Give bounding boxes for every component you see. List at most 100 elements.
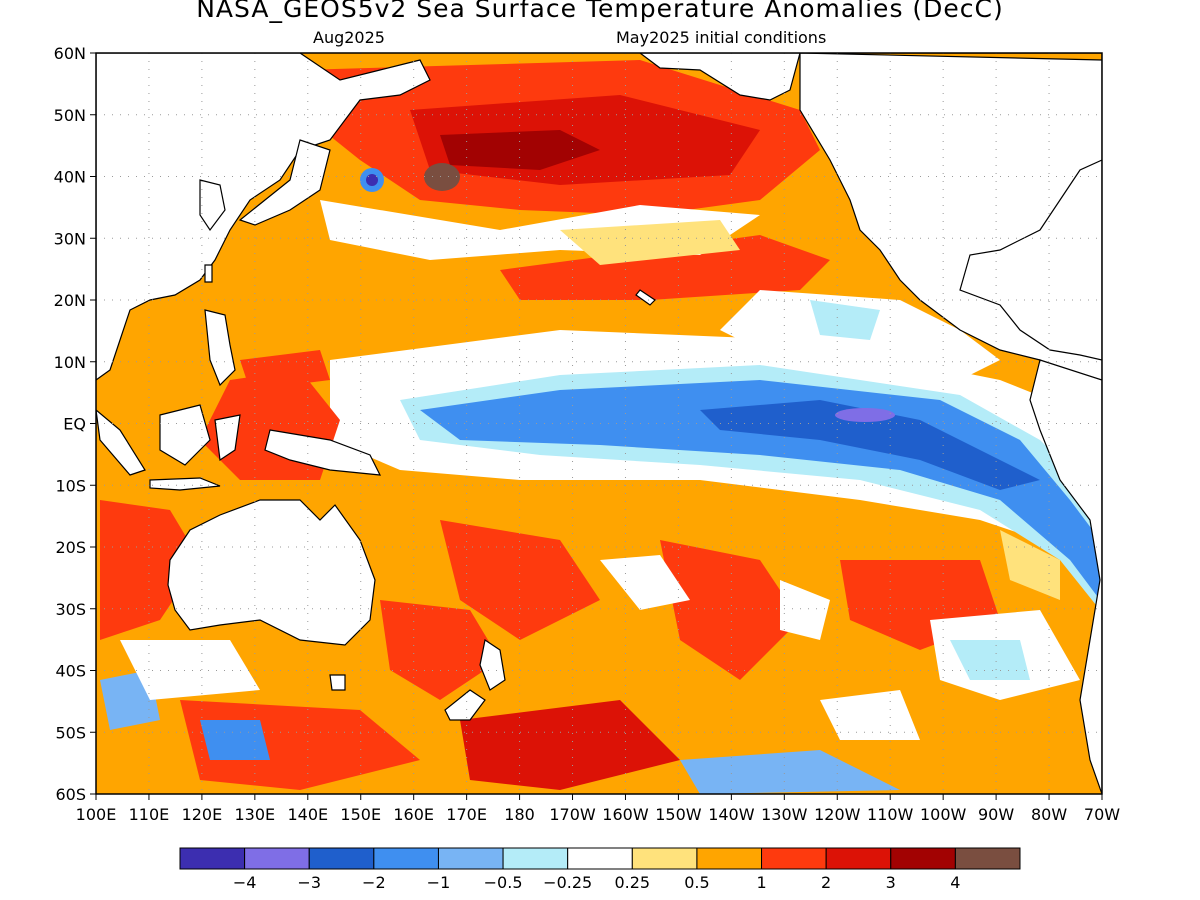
sumatra-land — [96, 409, 146, 476]
longitude-axis: 100E 110E 120E 130E 140E 150E 160E 170E 180 170W 1… — [76, 794, 1120, 824]
southeast-pacific-yellow — [1000, 530, 1060, 600]
latitude-tick-label: 40S — [55, 662, 86, 681]
legend-label: −0.5 — [484, 873, 523, 892]
legend-color-swatch — [244, 847, 310, 870]
latitude-tick-label: 30S — [55, 600, 86, 619]
initial-conditions-label: May2025 initial conditions — [616, 28, 827, 47]
latitude-tick-label: 30N — [54, 229, 86, 248]
legend-color-swatch — [825, 847, 892, 870]
equatorial-strong-cold — [700, 400, 1040, 490]
longitude-tick-label: 130E — [235, 805, 276, 824]
longitude-tick-label: 170W — [549, 805, 596, 824]
hawaii-islands — [635, 289, 656, 306]
southern-ocean-neutral — [120, 640, 260, 700]
latitude-tick-label: 20N — [54, 291, 86, 310]
longitude-tick-label: 90W — [978, 805, 1014, 824]
legend-color-swatch — [308, 847, 375, 870]
tasman-sea-warm — [380, 600, 500, 700]
korea-land — [199, 179, 226, 232]
new-guinea-land — [264, 429, 382, 476]
longitude-tick-label: 120W — [814, 805, 861, 824]
legend-color-swatch — [437, 847, 504, 870]
latitude-axis: 60N 50N 40N 30N 20N 10N EQ 10S 20S 30S 40S 50S 60S — [54, 44, 96, 804]
longitude-tick-label: 180 — [504, 805, 535, 824]
java-land — [149, 477, 221, 491]
south-america-land — [1029, 359, 1102, 794]
land-masses — [96, 53, 1102, 794]
legend-color-swatch — [761, 847, 827, 870]
new-zealand-north — [479, 639, 506, 691]
legend-color-swatch — [954, 847, 1021, 870]
longitude-tick-label: 160E — [393, 805, 434, 824]
longitude-tick-label: 70W — [1084, 805, 1120, 824]
asia-land — [96, 53, 431, 381]
latitude-tick-label: 60S — [55, 785, 86, 804]
kuroshio-extreme — [424, 163, 460, 191]
legend-color-swatch — [502, 847, 569, 870]
legend-label: 0.5 — [684, 873, 709, 892]
southern-ocean-cool-2 — [820, 690, 920, 740]
latitude-tick-label: 60N — [54, 44, 86, 63]
longitude-tick-label: 160W — [602, 805, 649, 824]
south-pacific-warm-2 — [660, 540, 800, 680]
legend-color-swatch — [696, 847, 763, 870]
latitude-tick-label: 10S — [55, 476, 86, 495]
southwest-pacific-warm — [100, 500, 200, 640]
longitude-tick-label: 100E — [76, 805, 117, 824]
north-america-land — [799, 53, 1102, 381]
legend-label: −3 — [297, 873, 321, 892]
longitude-tick-label: 140W — [708, 805, 755, 824]
legend-label: 3 — [886, 873, 896, 892]
latitude-tick-label: EQ — [63, 415, 86, 434]
nino34-minimum — [835, 408, 895, 422]
southern-ocean-cool-4 — [200, 720, 270, 760]
longitude-tick-label: 100W — [920, 805, 967, 824]
latitude-tick-label: 50S — [55, 723, 86, 742]
longitude-tick-label: 150E — [340, 805, 381, 824]
legend-color-swatch — [373, 847, 439, 870]
longitude-tick-label: 110W — [867, 805, 914, 824]
legend-color-swatch — [567, 847, 633, 870]
south-subtropical-neutral-2 — [780, 580, 830, 640]
latitude-tick-label: 20S — [55, 538, 86, 557]
legend-label: −0.25 — [543, 873, 592, 892]
sst-anomaly-field — [100, 60, 1100, 794]
australia-land — [167, 499, 376, 646]
legend-label: 4 — [950, 873, 960, 892]
legend-label: 0.25 — [614, 873, 650, 892]
southern-ocean-cool-1 — [680, 750, 900, 794]
kuroshio-cold-core — [366, 174, 378, 186]
southern-ocean-warm-2 — [460, 700, 680, 790]
japan-land — [238, 139, 331, 226]
tasmania-land — [329, 674, 346, 691]
longitude-tick-label: 140E — [287, 805, 328, 824]
sulawesi-land — [214, 414, 241, 462]
latitude-tick-label: 40N — [54, 168, 86, 187]
taiwan-land — [204, 264, 213, 283]
latitude-tick-label: 50N — [54, 106, 86, 125]
alaska-land — [639, 53, 801, 101]
southeast-pacific-cool — [950, 640, 1030, 680]
legend-label: −2 — [362, 873, 386, 892]
longitude-tick-label: 130W — [761, 805, 808, 824]
longitude-tick-label: 110E — [129, 805, 170, 824]
forecast-month-label: Aug2025 — [313, 28, 385, 47]
legend-label: 1 — [756, 873, 766, 892]
philippines-land — [204, 309, 236, 387]
south-pacific-warm-1 — [440, 520, 600, 640]
color-legend: −4 −3 −2 −1 −0.5 −0.25 0.25 0.5 1 2 3 4 — [179, 847, 1021, 892]
california-cool — [810, 300, 880, 340]
legend-color-swatch — [631, 847, 698, 870]
north-pacific-south-warm — [500, 235, 830, 300]
legend-color-swatch — [890, 847, 956, 870]
longitude-tick-label: 120E — [182, 805, 223, 824]
philippine-sea-warm — [240, 350, 330, 390]
legend-label: 2 — [821, 873, 831, 892]
longitude-tick-label: 150W — [655, 805, 702, 824]
north-subtropical-yellow — [560, 220, 740, 265]
south-subtropical-neutral-1 — [600, 555, 690, 610]
legend-label: −1 — [427, 873, 451, 892]
legend-label: −4 — [233, 873, 257, 892]
